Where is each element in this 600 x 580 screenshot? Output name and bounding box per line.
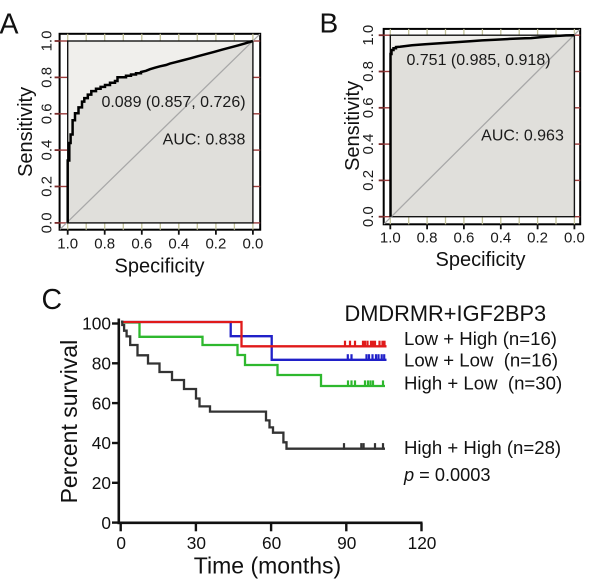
svg-text:0.4: 0.4: [360, 134, 377, 155]
svg-text:0.4: 0.4: [39, 140, 56, 161]
svg-text:Low + High (n=16): Low + High (n=16): [404, 328, 557, 349]
svg-text:0.6: 0.6: [131, 236, 152, 253]
svg-text:0.6: 0.6: [453, 230, 474, 247]
svg-text:0.0: 0.0: [564, 230, 585, 247]
svg-text:B: B: [320, 8, 339, 39]
svg-text:1.0: 1.0: [380, 230, 401, 247]
svg-text:0.2: 0.2: [360, 170, 377, 191]
svg-text:0: 0: [116, 533, 126, 553]
svg-text:0.6: 0.6: [39, 103, 56, 124]
svg-text:120: 120: [408, 533, 437, 553]
svg-text:0.8: 0.8: [39, 67, 56, 88]
svg-text:0.0: 0.0: [242, 236, 263, 253]
svg-text:High + High (n=28): High + High (n=28): [404, 437, 561, 458]
svg-text:DMDRMR+IGF2BP3: DMDRMR+IGF2BP3: [345, 301, 547, 326]
svg-text:0.2: 0.2: [205, 236, 226, 253]
svg-text:30: 30: [187, 533, 206, 553]
svg-text:0.4: 0.4: [490, 230, 511, 247]
svg-text:0.2: 0.2: [39, 176, 56, 197]
svg-text:20: 20: [92, 473, 111, 493]
svg-text:90: 90: [337, 533, 356, 553]
svg-text:C: C: [42, 284, 63, 316]
svg-text:Specificity: Specificity: [435, 249, 525, 271]
svg-text:0.2: 0.2: [527, 230, 548, 247]
svg-text:A: A: [0, 8, 19, 40]
svg-text:0.0: 0.0: [39, 212, 56, 233]
svg-text:AUC: 0.838: AUC: 0.838: [163, 132, 246, 149]
svg-text:1.0: 1.0: [57, 236, 78, 253]
svg-text:Time (months): Time (months): [194, 553, 341, 579]
svg-text:1.0: 1.0: [360, 25, 377, 46]
svg-text:0.0: 0.0: [360, 206, 377, 227]
svg-text:0.8: 0.8: [94, 236, 115, 253]
svg-text:0: 0: [101, 513, 111, 533]
svg-text:0.8: 0.8: [417, 230, 438, 247]
svg-text:80: 80: [92, 354, 111, 374]
svg-text:1.0: 1.0: [39, 31, 56, 52]
svg-text:Low + Low (n=16): Low + Low (n=16): [404, 350, 558, 371]
svg-text:AUC: 0.963: AUC: 0.963: [481, 128, 564, 145]
svg-text:High + Low (n=30): High + Low (n=30): [404, 373, 562, 394]
svg-text:0.6: 0.6: [360, 97, 377, 118]
svg-text:Sensitivity: Sensitivity: [15, 87, 37, 177]
svg-text:Percent survival: Percent survival: [56, 340, 82, 504]
svg-text:0.089 (0.857, 0.726): 0.089 (0.857, 0.726): [101, 94, 245, 111]
svg-text:40: 40: [92, 433, 111, 453]
svg-text:100: 100: [82, 314, 111, 334]
svg-text:0.4: 0.4: [168, 236, 189, 253]
svg-text:0.751 (0.985, 0.918): 0.751 (0.985, 0.918): [406, 52, 550, 69]
svg-text:Sensitivity: Sensitivity: [342, 81, 364, 171]
svg-text:0.8: 0.8: [360, 61, 377, 82]
svg-text:p = 0.0003: p = 0.0003: [403, 465, 490, 485]
svg-text:Specificity: Specificity: [114, 255, 204, 277]
svg-text:60: 60: [262, 533, 281, 553]
svg-text:60: 60: [92, 393, 111, 413]
